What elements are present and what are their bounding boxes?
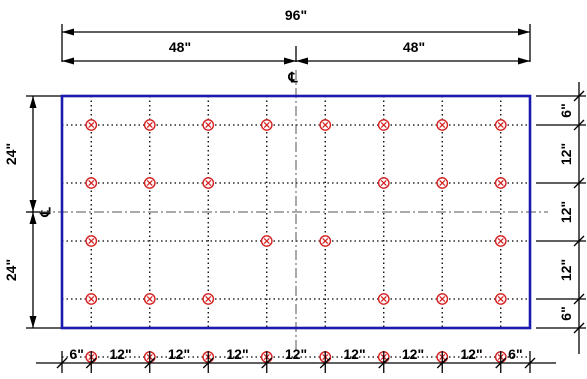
dim-right-spacing: 6" <box>558 306 574 320</box>
anchor-marker <box>143 293 156 305</box>
arrow-left-top <box>29 96 37 108</box>
anchor-marker <box>85 177 98 189</box>
dim-left-upper: 24" <box>3 143 19 165</box>
anchor-marker <box>436 177 449 189</box>
bottom-dimensions: 6" 12" 12" 12" 12" 12" 12" 12" 6" <box>36 346 556 373</box>
dim-right-spacing: 12" <box>558 259 574 281</box>
dim-bottom-spacing: 12" <box>285 346 307 362</box>
anchor-marker <box>260 235 273 247</box>
arrow-left-bottom <box>29 316 37 328</box>
dim-right-half: 48" <box>403 39 425 55</box>
dim-left-half: 48" <box>169 39 191 55</box>
anchor-marker <box>202 119 215 131</box>
anchor-marker <box>436 293 449 305</box>
anchor-marker <box>143 119 156 131</box>
right-dimensions: 6" 12" 12" 12" 6" <box>536 82 586 354</box>
anchor-marker <box>494 235 507 247</box>
anchor-marker <box>202 293 215 305</box>
anchor-marker <box>436 119 449 131</box>
anchor-marker <box>494 177 507 189</box>
anchor-marker <box>377 119 390 131</box>
dim-bottom-spacing: 12" <box>226 346 248 362</box>
left-dimensions: 24" 24" ℄ <box>3 95 62 329</box>
anchor-points <box>85 119 507 363</box>
dim-left-lower: 24" <box>3 259 19 281</box>
dim-right-spacing: 12" <box>558 201 574 223</box>
dim-bottom-spacing: 6" <box>69 346 83 362</box>
arrow-half-left <box>62 57 74 65</box>
dim-overall-width: 96" <box>285 7 307 23</box>
arrow-half-center-right <box>296 57 308 65</box>
arrow-left-mid-up <box>29 200 37 212</box>
anchor-marker <box>377 293 390 305</box>
arrow-half-center-left <box>284 57 296 65</box>
dim-bottom-spacing: 12" <box>168 346 190 362</box>
arrow-half-right <box>518 57 530 65</box>
panel-outline <box>60 94 532 330</box>
anchor-marker <box>319 119 332 131</box>
arrow-overall-right <box>518 28 530 36</box>
arrow-overall-left <box>62 28 74 36</box>
anchor-marker <box>319 235 332 247</box>
anchor-marker <box>494 119 507 131</box>
arrow-left-mid-down <box>29 212 37 224</box>
dim-right-spacing: 12" <box>558 143 574 165</box>
anchor-marker <box>85 235 98 247</box>
anchor-marker <box>494 293 507 305</box>
anchor-marker <box>377 177 390 189</box>
top-dimensions: 96" 48" 48" ℄ <box>61 7 531 85</box>
vertical-centerline-symbol: ℄ <box>288 69 299 85</box>
dim-bottom-spacing: 6" <box>508 346 522 362</box>
anchor-marker <box>85 119 98 131</box>
dim-bottom-spacing: 12" <box>343 346 365 362</box>
anchor-marker <box>202 177 215 189</box>
dim-right-spacing: 6" <box>558 103 574 117</box>
dim-bottom-spacing: 12" <box>402 346 424 362</box>
dim-bottom-spacing: 12" <box>460 346 482 362</box>
dim-bottom-spacing: 12" <box>109 346 131 362</box>
anchor-marker <box>143 177 156 189</box>
anchor-marker <box>85 293 98 305</box>
anchor-marker <box>260 119 273 131</box>
